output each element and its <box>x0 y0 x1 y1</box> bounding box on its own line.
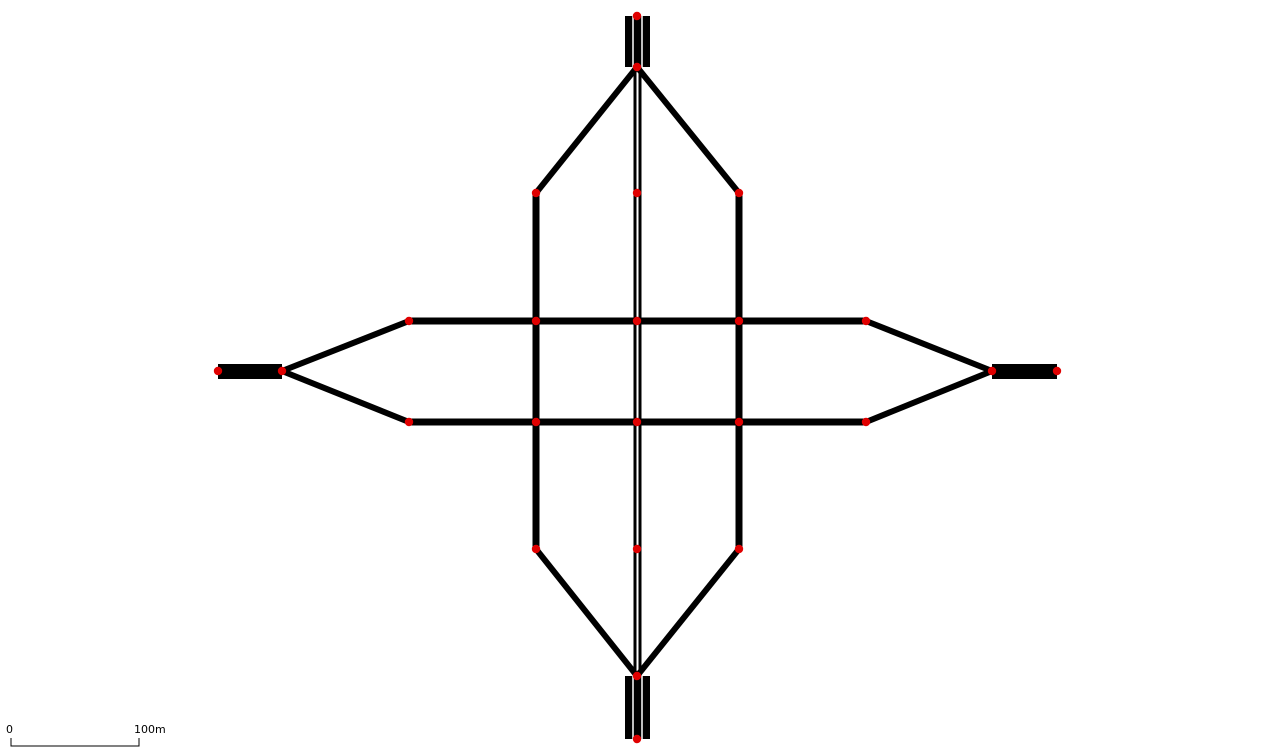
junction-node <box>861 316 871 326</box>
junction-node <box>531 544 541 554</box>
south-west-diagonal-road <box>533 547 640 678</box>
junction-node <box>632 734 642 744</box>
south-approach-road <box>625 676 650 739</box>
scale-bar-line <box>10 738 140 747</box>
junction-node <box>632 544 642 554</box>
east-lower-diagonal-road <box>864 368 994 425</box>
junction-node <box>632 417 642 427</box>
junction-node <box>1052 366 1062 376</box>
scale-bar-zero-label: 0 <box>6 723 13 736</box>
junction-node <box>213 366 223 376</box>
scale-bar <box>10 738 140 747</box>
junction-node <box>632 11 642 21</box>
west-lower-diagonal-road <box>280 368 411 425</box>
junction-node <box>632 188 642 198</box>
east-approach-road <box>992 364 1057 379</box>
junction-node <box>632 671 642 681</box>
west-upper-diagonal-road <box>280 318 411 374</box>
junction-node <box>861 417 871 427</box>
junction-node <box>987 366 997 376</box>
east-upper-diagonal-road <box>864 318 994 374</box>
junction-node <box>734 417 744 427</box>
scale-bar-max-label: 100m <box>134 723 166 736</box>
junction-node <box>734 316 744 326</box>
north-approach-road <box>625 16 650 67</box>
junction-node <box>531 188 541 198</box>
junction-node <box>404 316 414 326</box>
junction-node <box>734 544 744 554</box>
west-approach-road <box>218 364 282 379</box>
junction-nodes <box>213 11 1062 744</box>
junction-node <box>632 316 642 326</box>
junction-node <box>632 62 642 72</box>
north-east-diagonal-road <box>634 65 742 195</box>
junction-node <box>531 316 541 326</box>
road-edges <box>218 16 1057 739</box>
junction-node <box>404 417 414 427</box>
junction-node <box>277 366 287 376</box>
junction-node <box>734 188 744 198</box>
north-west-diagonal-road <box>533 65 640 195</box>
south-east-diagonal-road <box>634 547 742 678</box>
junction-node <box>531 417 541 427</box>
